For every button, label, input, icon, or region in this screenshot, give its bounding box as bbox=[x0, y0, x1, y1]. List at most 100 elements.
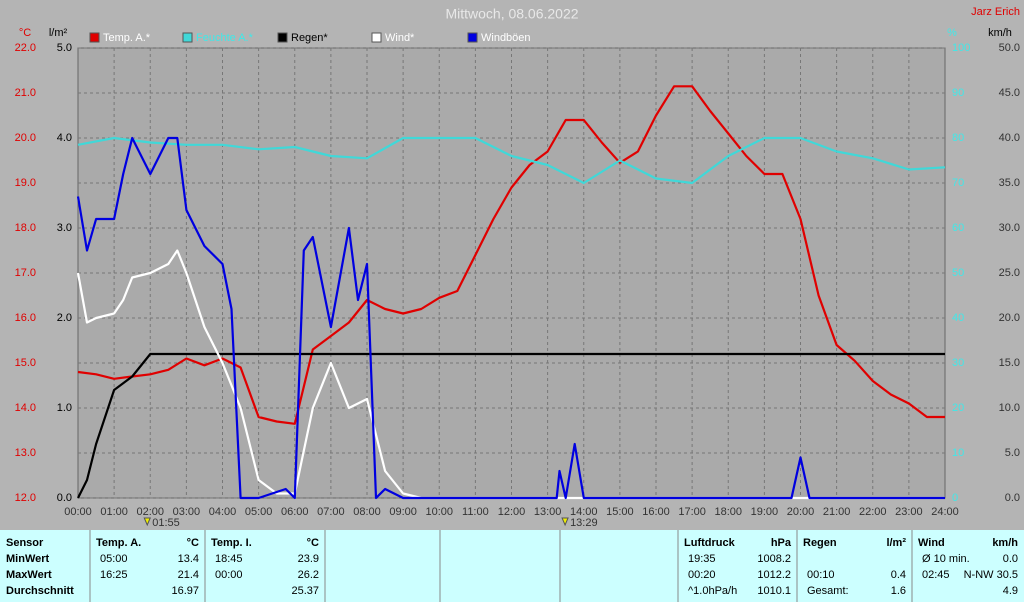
x-tick-label: 19:00 bbox=[751, 506, 779, 518]
x-tick-label: 22:00 bbox=[859, 506, 887, 518]
y-tick-label: 17.0 bbox=[15, 267, 36, 279]
table-cell: 1.6 bbox=[891, 585, 906, 597]
x-tick-label: 20:00 bbox=[787, 506, 815, 518]
column-title: Regen bbox=[803, 537, 837, 549]
column-title: Temp. I. bbox=[211, 537, 252, 549]
y-tick-label: 15.0 bbox=[999, 357, 1020, 369]
x-tick-label: 01:00 bbox=[100, 506, 128, 518]
axis-unit: °C bbox=[19, 27, 31, 39]
x-tick-label: 11:00 bbox=[462, 506, 489, 518]
axis-unit: % bbox=[947, 27, 957, 39]
row-label: MaxWert bbox=[6, 569, 52, 581]
series-line bbox=[77, 85, 945, 425]
y-tick-label: 16.0 bbox=[15, 312, 36, 324]
y-tick-label: 30.0 bbox=[999, 222, 1020, 234]
table-cell: 1012.2 bbox=[757, 569, 791, 581]
y-tick-label: 20.0 bbox=[999, 312, 1020, 324]
x-tick-label: 15:00 bbox=[606, 506, 634, 518]
table-cell: 0.4 bbox=[891, 569, 906, 581]
legend-swatch bbox=[371, 32, 382, 43]
x-tick-label: 04:00 bbox=[209, 506, 237, 518]
legend-label: Windböen bbox=[481, 32, 531, 44]
axis-unit: l/m² bbox=[49, 27, 68, 39]
y-tick-label: 22.0 bbox=[15, 42, 36, 54]
table-cell: 21.4 bbox=[178, 569, 199, 581]
y-tick-label: 40 bbox=[952, 312, 964, 324]
y-tick-label: 20.0 bbox=[15, 132, 36, 144]
table-cell: 1008.2 bbox=[757, 553, 791, 565]
y-tick-label: 12.0 bbox=[15, 492, 36, 504]
legend-swatch bbox=[467, 32, 478, 43]
y-tick-label: 80 bbox=[952, 132, 964, 144]
y-tick-label: 13.0 bbox=[15, 447, 36, 459]
table-cell: 4.9 bbox=[1003, 585, 1018, 597]
table-cell: 00:20 bbox=[688, 569, 716, 581]
table-cell: 16.97 bbox=[171, 585, 199, 597]
y-tick-label: 21.0 bbox=[15, 87, 36, 99]
legend-label: Feuchte A.* bbox=[196, 32, 254, 44]
table-cell: 02:45 bbox=[922, 569, 950, 581]
y-tick-label: 3.0 bbox=[57, 222, 72, 234]
y-tick-label: 0.0 bbox=[57, 492, 72, 504]
table-cell: 18:45 bbox=[215, 553, 243, 565]
y-tick-label: 14.0 bbox=[15, 402, 36, 414]
x-tick-label: 14:00 bbox=[570, 506, 598, 518]
y-tick-label: 45.0 bbox=[999, 87, 1020, 99]
y-tick-label: 2.0 bbox=[57, 312, 72, 324]
y-tick-label: 10 bbox=[952, 447, 964, 459]
row-label: Durchschnitt bbox=[6, 585, 74, 597]
table-cell: 25.37 bbox=[291, 585, 319, 597]
x-tick-label: 24:00 bbox=[931, 506, 959, 518]
table-cell: 23.9 bbox=[298, 553, 319, 565]
column-unit: °C bbox=[307, 537, 319, 549]
table-cell: N-NW 30.5 bbox=[964, 569, 1018, 581]
y-tick-label: 10.0 bbox=[999, 402, 1020, 414]
column-unit: hPa bbox=[771, 537, 792, 549]
annotation: 01:55 bbox=[152, 517, 180, 529]
y-tick-label: 70 bbox=[952, 177, 964, 189]
y-tick-label: 50.0 bbox=[999, 42, 1020, 54]
x-tick-label: 23:00 bbox=[895, 506, 923, 518]
y-tick-label: 50 bbox=[952, 267, 964, 279]
annotation-marker bbox=[561, 517, 569, 527]
table-cell: 1010.1 bbox=[757, 585, 791, 597]
legend-swatch bbox=[182, 32, 193, 43]
x-tick-label: 08:00 bbox=[353, 506, 381, 518]
axis-unit: km/h bbox=[988, 27, 1012, 39]
legend-label: Temp. A.* bbox=[103, 32, 151, 44]
x-tick-label: 16:00 bbox=[642, 506, 670, 518]
y-tick-label: 5.0 bbox=[57, 42, 72, 54]
annotation: 13:29 bbox=[570, 517, 598, 529]
x-tick-label: 06:00 bbox=[281, 506, 309, 518]
x-tick-label: 10:00 bbox=[425, 506, 453, 518]
table-cell: 00:00 bbox=[215, 569, 243, 581]
chart-title: Mittwoch, 08.06.2022 bbox=[445, 6, 578, 22]
x-tick-label: 00:00 bbox=[64, 506, 92, 518]
table-cell: 00:10 bbox=[807, 569, 835, 581]
table-cell: 0.0 bbox=[1003, 553, 1018, 565]
table-cell: 05:00 bbox=[100, 553, 128, 565]
x-tick-label: 18:00 bbox=[714, 506, 742, 518]
table-cell: Ø 10 min. bbox=[922, 553, 970, 565]
column-title: Temp. A. bbox=[96, 537, 141, 549]
y-tick-label: 18.0 bbox=[15, 222, 36, 234]
row-label: MinWert bbox=[6, 553, 50, 565]
column-unit: km/h bbox=[992, 537, 1018, 549]
table-cell: ^1.0hPa/h bbox=[688, 585, 737, 597]
table-cell: 19:35 bbox=[688, 553, 716, 565]
x-tick-label: 21:00 bbox=[823, 506, 851, 518]
x-tick-label: 07:00 bbox=[317, 506, 345, 518]
x-tick-label: 02:00 bbox=[136, 506, 164, 518]
y-tick-label: 15.0 bbox=[15, 357, 36, 369]
y-tick-label: 60 bbox=[952, 222, 964, 234]
series-line bbox=[76, 249, 945, 500]
y-tick-label: 35.0 bbox=[999, 177, 1020, 189]
y-tick-label: 1.0 bbox=[57, 402, 72, 414]
series-line bbox=[77, 352, 945, 499]
y-tick-label: 30 bbox=[952, 357, 964, 369]
x-tick-label: 13:00 bbox=[534, 506, 562, 518]
y-tick-label: 20 bbox=[952, 402, 964, 414]
legend-label: Wind* bbox=[385, 32, 415, 44]
table-cell: Gesamt: bbox=[807, 585, 849, 597]
